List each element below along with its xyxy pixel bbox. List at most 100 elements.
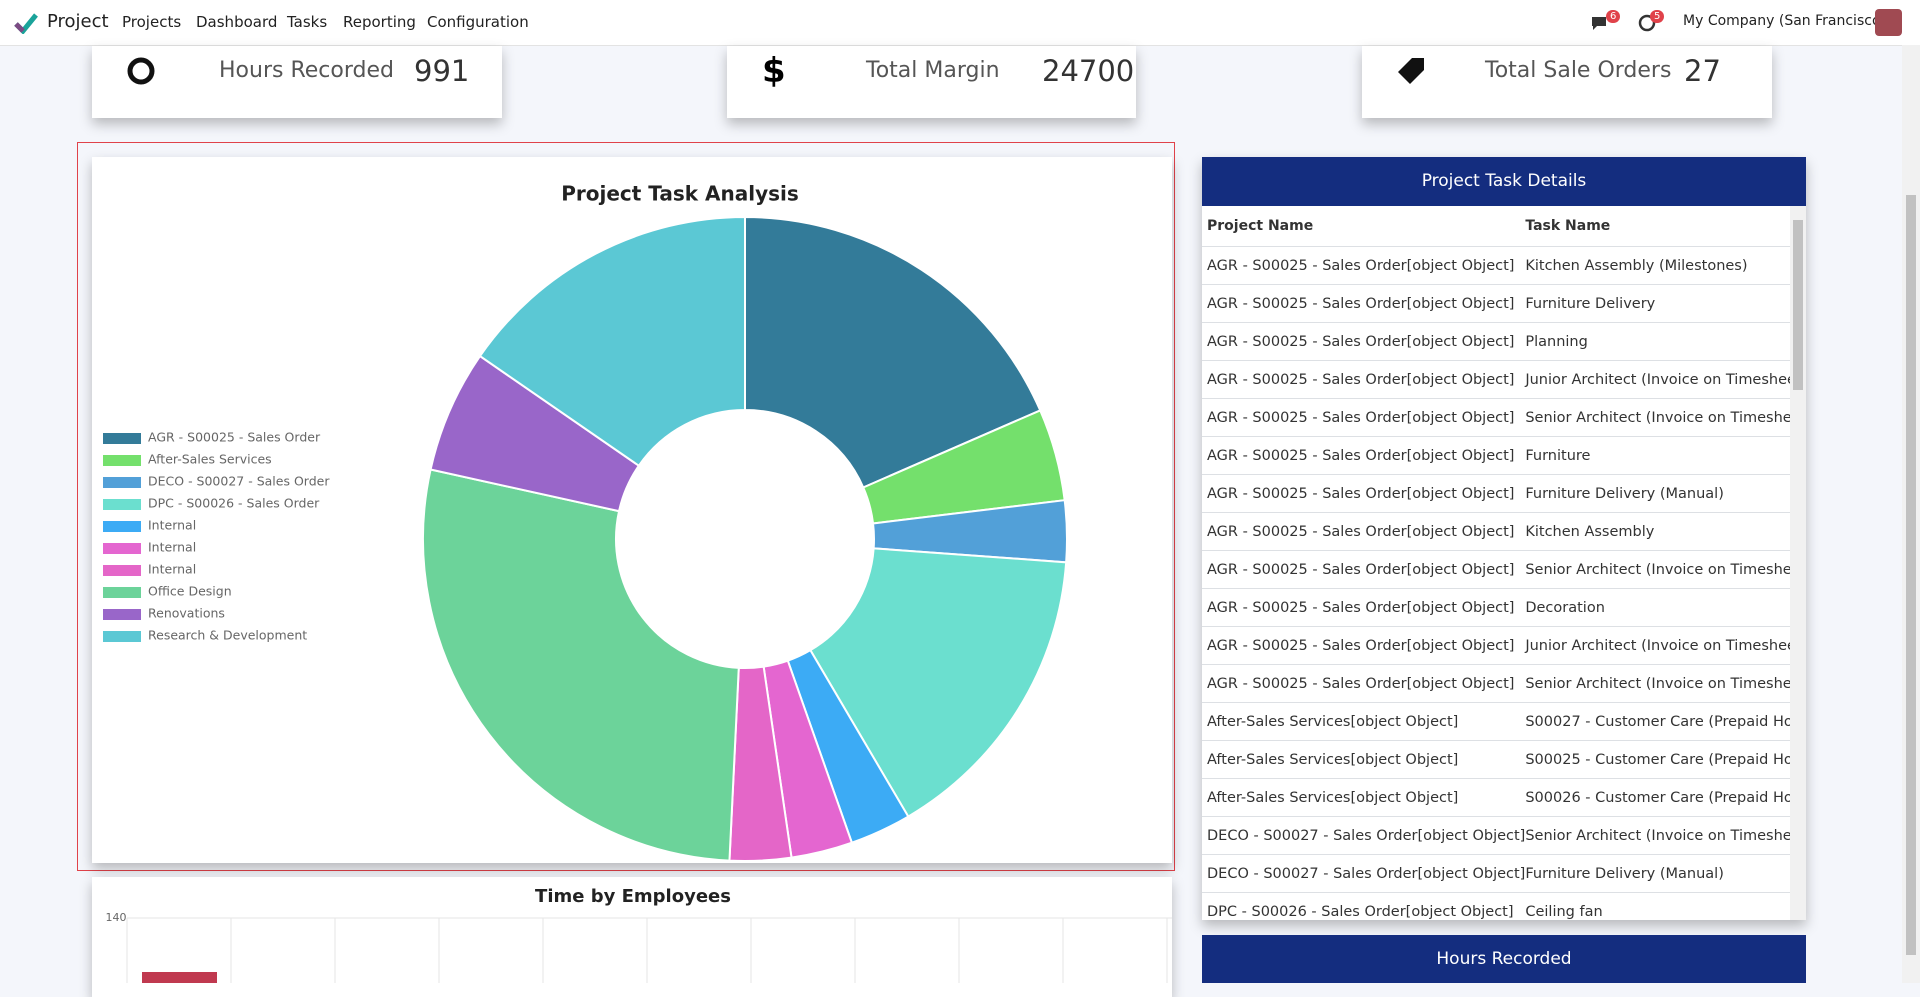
kpi-card: Hours Recorded 991 (92, 46, 502, 118)
column-header[interactable]: Task Name (1525, 206, 1790, 247)
table-row[interactable]: After-Sales Services[object Object] S0002… (1202, 740, 1790, 779)
legend-swatch (103, 455, 141, 466)
table-row[interactable]: AGR - S00025 - Sales Order[object Object… (1202, 246, 1790, 285)
table-row[interactable]: AGR - S00025 - Sales Order[object Object… (1202, 550, 1790, 589)
donut-segment (744, 215, 1042, 489)
legend-label: DECO - S00027 - Sales Order (148, 474, 330, 489)
bar-partial (142, 972, 217, 983)
legend-label: After-Sales Services (148, 452, 272, 467)
table-cell: AGR - S00025 - Sales Order[object Object… (1202, 284, 1526, 323)
legend-swatch (103, 499, 141, 510)
y-tick-label: 140 (106, 911, 127, 924)
table-cell: After-Sales Services[object Object] (1202, 778, 1526, 817)
kpi-label: Hours Recorded (219, 58, 394, 83)
table-row[interactable]: AGR - S00025 - Sales Order[object Object… (1202, 512, 1790, 551)
table-cell: AGR - S00025 - Sales Order[object Object… (1202, 360, 1526, 399)
menu-item[interactable]: Configuration (427, 13, 529, 31)
legend-swatch (103, 477, 141, 488)
table-cell: Decoration (1525, 588, 1790, 627)
table-cell: After-Sales Services[object Object] (1202, 702, 1526, 741)
page-scrollbar[interactable] (1902, 45, 1920, 983)
table-cell: DPC - S00026 - Sales Order[object Object… (1202, 892, 1526, 920)
chart-card: Project Task Analysis AGR - S00025 - Sal… (92, 157, 1172, 863)
table-cell: Furniture Delivery (1525, 284, 1790, 323)
table-row[interactable]: DPC - S00026 - Sales Order[object Object… (1202, 892, 1790, 920)
table-cell: DECO - S00027 - Sales Order[object Objec… (1202, 816, 1526, 855)
menu-item[interactable]: Tasks (287, 13, 328, 31)
table-cell: S00027 - Customer Care (Prepaid Hours) (1525, 702, 1790, 741)
selection-outline (77, 142, 1175, 871)
activities-badge: 5 (1650, 10, 1665, 23)
table-row[interactable]: DECO - S00027 - Sales Order[object Objec… (1202, 854, 1790, 893)
table-row[interactable]: DECO - S00027 - Sales Order[object Objec… (1202, 816, 1790, 855)
kpi-value: 27 (1684, 54, 1721, 88)
table-cell: Kitchen Assembly (Milestones) (1525, 246, 1790, 285)
scrollbar-thumb[interactable] (1793, 220, 1803, 390)
table-row[interactable]: AGR - S00025 - Sales Order[object Object… (1202, 664, 1790, 703)
table-cell: Furniture (1525, 436, 1790, 475)
chart: Project Task Analysis AGR - S00025 - Sal… (103, 182, 1068, 862)
table-cell: AGR - S00025 - Sales Order[object Object… (1202, 664, 1526, 703)
chart: Time by Employees 140 (106, 886, 1172, 983)
app-name[interactable]: Project (47, 11, 109, 32)
chart-title: Project Task Analysis (561, 182, 799, 206)
company-switcher[interactable]: My Company (San Francisco) (1683, 13, 1886, 29)
table-cell: AGR - S00025 - Sales Order[object Object… (1202, 512, 1526, 551)
menu-item[interactable]: Dashboard (196, 13, 278, 31)
table-cell: AGR - S00025 - Sales Order[object Object… (1202, 588, 1526, 627)
table-row[interactable]: AGR - S00025 - Sales Order[object Object… (1202, 398, 1790, 437)
panel-header: Project Task Details (1202, 157, 1806, 206)
legend-swatch (103, 609, 141, 620)
kpi-label: Total Margin (866, 58, 1000, 83)
table-row[interactable]: AGR - S00025 - Sales Order[object Object… (1202, 360, 1790, 399)
table-row[interactable]: AGR - S00025 - Sales Order[object Object… (1202, 474, 1790, 513)
legend-label: Internal (148, 540, 196, 555)
table-row[interactable]: After-Sales Services[object Object] S0002… (1202, 702, 1790, 741)
legend-label: AGR - S00025 - Sales Order (148, 430, 321, 445)
donut-segment (478, 215, 746, 468)
scrollbar[interactable] (1790, 206, 1806, 920)
messages-icon[interactable] (1590, 14, 1610, 32)
table-cell: AGR - S00025 - Sales Order[object Object… (1202, 550, 1526, 589)
table-cell: Kitchen Assembly (1525, 512, 1790, 551)
time-chart-card: Time by Employees 140 (92, 877, 1172, 997)
kpi-value: 991 (414, 54, 470, 88)
legend-swatch (103, 587, 141, 598)
app-logo (14, 13, 38, 34)
user-avatar[interactable] (1875, 9, 1902, 36)
task-details-panel: Project Task Details Project Name Task N… (1202, 157, 1806, 920)
legend-label: DPC - S00026 - Sales Order (148, 496, 320, 511)
table-row[interactable]: AGR - S00025 - Sales Order[object Object… (1202, 436, 1790, 475)
table-cell: Ceiling fan (1525, 892, 1790, 920)
menu-item[interactable]: Reporting (343, 13, 416, 31)
navbar: Project Projects Dashboard Tasks Reporti… (0, 0, 1920, 46)
kpi-label: Total Sale Orders (1485, 58, 1672, 83)
table-row[interactable]: After-Sales Services[object Object] S0002… (1202, 778, 1790, 817)
table-row[interactable]: AGR - S00025 - Sales Order[object Object… (1202, 322, 1790, 361)
table-cell: Furniture Delivery (Manual) (1525, 854, 1790, 893)
table-cell: Junior Architect (Invoice on Timesheets) (1525, 626, 1790, 665)
donut-segment (809, 547, 1068, 818)
kpi-icon (1398, 58, 1424, 84)
table-cell: S00025 - Customer Care (Prepaid Hours) (1525, 740, 1790, 779)
kpi-card: Total Sale Orders 27 (1362, 46, 1772, 118)
legend-swatch (103, 631, 141, 642)
table-cell: S00026 - Customer Care (Prepaid Hours) (1525, 778, 1790, 817)
messages-badge: 6 (1606, 10, 1621, 23)
legend-swatch (103, 433, 141, 444)
menu-item[interactable]: Projects (122, 13, 182, 31)
table-cell: Senior Architect (Invoice on Timesheets) (1525, 664, 1790, 703)
column-header[interactable]: Project Name (1202, 206, 1526, 247)
table-cell: AGR - S00025 - Sales Order[object Object… (1202, 246, 1526, 285)
kpi-icon: $ (762, 51, 786, 91)
table-row[interactable]: AGR - S00025 - Sales Order[object Object… (1202, 626, 1790, 665)
table-cell: Senior Architect (Invoice on Timesheets) (1525, 398, 1790, 437)
table-cell: Furniture Delivery (Manual) (1525, 474, 1790, 513)
legend-label: Internal (148, 518, 196, 533)
table-row[interactable]: AGR - S00025 - Sales Order[object Object… (1202, 588, 1790, 627)
scrollbar-thumb[interactable] (1906, 195, 1916, 955)
table-cell: AGR - S00025 - Sales Order[object Object… (1202, 436, 1526, 475)
legend-label: Research & Development (148, 628, 307, 643)
activities-icon[interactable] (1638, 14, 1658, 32)
table-row[interactable]: AGR - S00025 - Sales Order[object Object… (1202, 284, 1790, 323)
